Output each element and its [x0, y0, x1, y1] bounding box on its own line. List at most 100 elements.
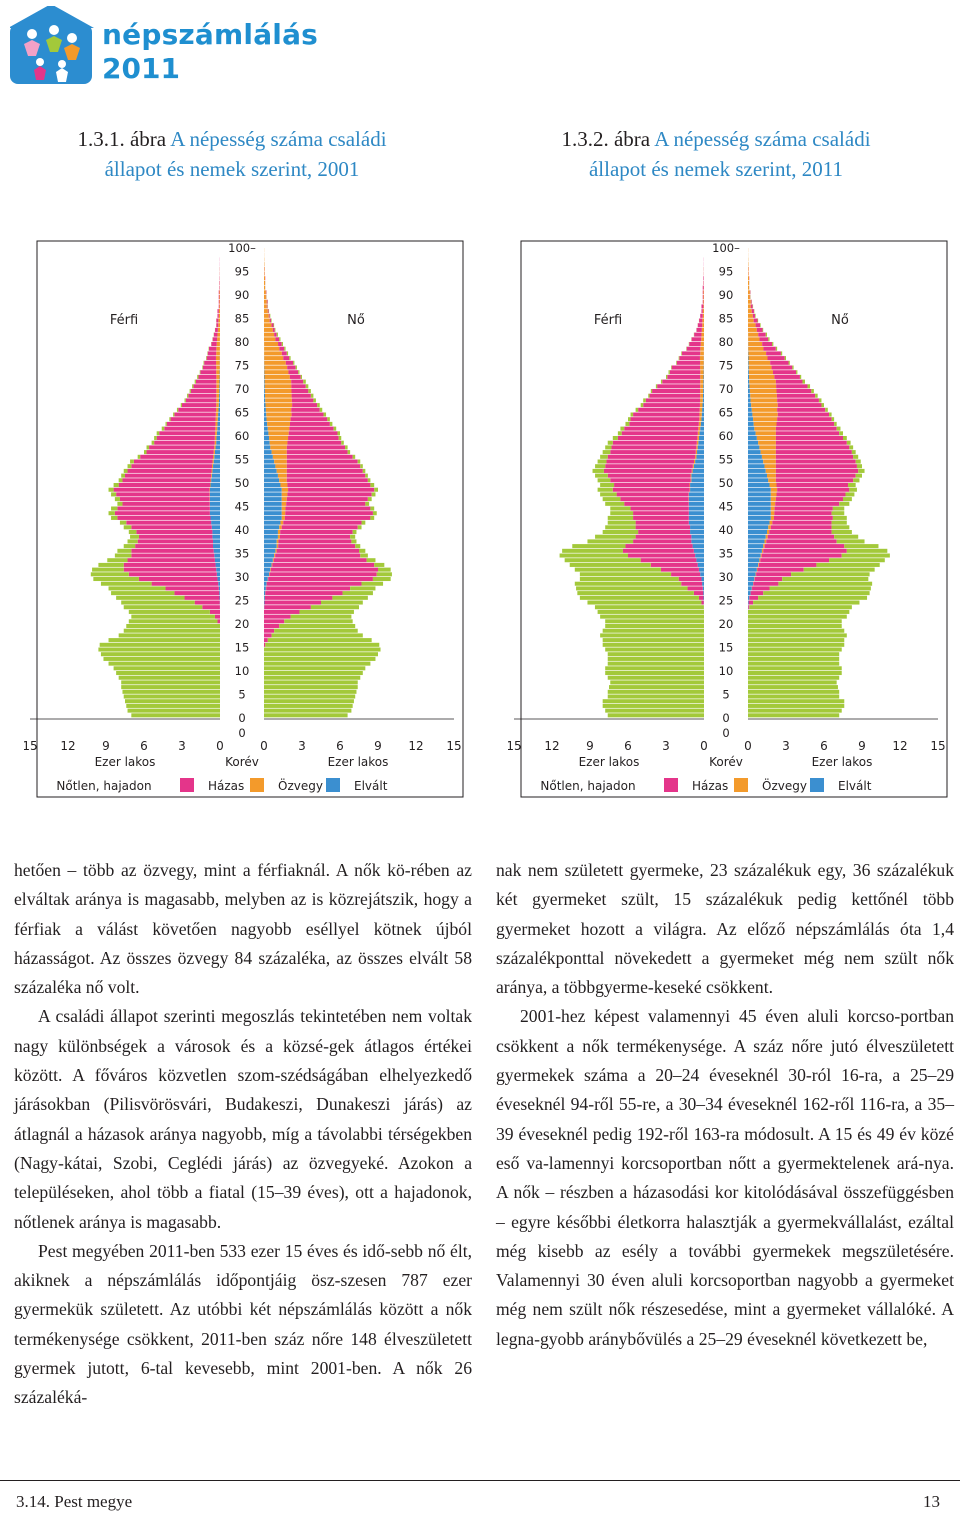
- female-bar-age-48-married: [777, 487, 850, 492]
- male-bar-age-60-widowed: [697, 431, 700, 436]
- male-bar-age-30-single: [579, 572, 672, 577]
- female-bar-age-48-single: [374, 487, 378, 492]
- female-bar-age-41-married: [772, 520, 832, 525]
- male-bar-age-64-married: [174, 412, 216, 417]
- female-bar-age-56-divorced: [748, 450, 761, 455]
- female-bar-age-23-single: [749, 605, 852, 610]
- male-bar-age-49-divorced: [210, 483, 220, 488]
- male-bar-age-49-married: [614, 483, 690, 488]
- female-bar-age-73-single: [796, 370, 798, 375]
- male-bar-age-30-single: [90, 572, 129, 577]
- female-bar-age-75-married: [285, 360, 294, 365]
- female-bar-age-29-divorced: [748, 577, 755, 582]
- male-bar-age-51-divorced: [211, 473, 220, 478]
- female-bar-age-39-widowed: [277, 530, 281, 535]
- pyramid-svg-2001: 100–959085807570656055504540353025201510…: [22, 240, 464, 798]
- female-bar-age-43-widowed: [770, 511, 775, 516]
- female-bar-age-32-divorced: [264, 562, 272, 567]
- male-bar-age-60-widowed: [215, 431, 217, 436]
- male-bar-age-45-divorced: [688, 501, 704, 506]
- male-bar-age-72-married: [198, 374, 217, 379]
- x-tick-label: 0: [260, 739, 268, 753]
- female-bar-age-71-married: [775, 379, 803, 384]
- male-bar-age-47-divorced: [209, 492, 220, 497]
- male-bar-age-32-single: [569, 562, 651, 567]
- female-bar-age-20-single: [284, 619, 353, 624]
- female-bar-age-57-widowed: [270, 445, 287, 450]
- female-bar-age-65-divorced: [748, 407, 752, 412]
- legend-swatch: [250, 778, 264, 792]
- female-bar-age-89-widowed: [748, 295, 750, 300]
- female-bar-age-40-married: [281, 525, 358, 530]
- female-bar-age-62-widowed: [267, 421, 290, 426]
- male-bar-age-75-married: [676, 360, 701, 365]
- male-bar-age-15-single: [602, 642, 704, 647]
- female-bar-age-24-single: [753, 600, 860, 605]
- female-bar-age-57-divorced: [748, 445, 760, 450]
- female-bar-age-92-widowed: [748, 280, 750, 285]
- male-bar-age-73-married: [669, 370, 701, 375]
- female-bar-age-78-widowed: [264, 346, 280, 351]
- female-bar-age-50-divorced: [748, 478, 769, 483]
- female-bar-age-58-married: [287, 440, 342, 445]
- female-bar-age-65-widowed: [751, 407, 778, 412]
- age-tick-label: 35: [235, 547, 250, 561]
- male-bar-age-33-married: [640, 558, 697, 563]
- male-bar-age-63-divorced: [217, 417, 220, 422]
- female-bar-age-66-single: [821, 403, 824, 408]
- female-bar-age-67-married: [291, 398, 314, 403]
- female-bar-age-54-married: [286, 459, 358, 464]
- male-bar-age-65-divorced: [218, 407, 220, 412]
- female-bar-age-84-married: [269, 318, 271, 323]
- female-bar-age-80-widowed: [748, 337, 760, 342]
- female-bar-age-64-widowed: [752, 412, 778, 417]
- x-tick-label: 6: [140, 739, 148, 753]
- female-bar-age-38-divorced: [264, 534, 278, 539]
- female-bar-age-7-single: [748, 680, 837, 685]
- male-bar-age-78-married: [686, 346, 701, 351]
- x-tick-label: 0: [744, 739, 752, 753]
- male-bar-age-70-divorced: [703, 384, 704, 389]
- x-tick-label: 3: [662, 739, 670, 753]
- female-bar-age-56-single: [347, 450, 351, 455]
- female-bar-age-85-single: [754, 313, 756, 318]
- male-bar-age-85-widowed: [702, 313, 704, 318]
- male-bar-age-26-divorced: [703, 591, 704, 596]
- female-bar-age-63-widowed: [753, 417, 778, 422]
- male-bar-age-17-single: [600, 633, 704, 638]
- age-tick-label: 40: [719, 523, 734, 537]
- male-bar-age-13-single: [607, 652, 704, 657]
- male-bar-age-45-married: [122, 501, 210, 506]
- paragraph: hetően – több az özvegy, mint a férfiakn…: [14, 860, 472, 998]
- female-bar-age-73-widowed: [264, 370, 289, 375]
- female-bar-age-48-divorced: [264, 487, 282, 492]
- male-bar-age-55-single: [600, 454, 608, 459]
- female-bar-age-40-widowed: [279, 525, 282, 530]
- female-bar-age-52-divorced: [264, 468, 277, 473]
- female-bar-age-62-single: [834, 421, 837, 426]
- female-bar-age-41-single: [831, 520, 847, 525]
- male-bar-age-63-married: [170, 417, 216, 422]
- male-bar-age-69-married: [190, 389, 217, 394]
- male-bar-age-67-single: [643, 398, 646, 403]
- female-bar-age-81-married: [758, 332, 766, 337]
- female-bar-age-87-widowed: [748, 304, 751, 309]
- male-bar-age-29-married: [678, 577, 702, 582]
- male-bar-age-68-married: [649, 393, 701, 398]
- female-bar-age-77-single: [780, 351, 783, 356]
- female-bar-age-49-widowed: [769, 483, 777, 488]
- male-bar-age-85-married: [217, 313, 219, 318]
- male-bar-age-52-divorced: [212, 468, 220, 473]
- male-bar-age-76-widowed: [699, 356, 704, 361]
- male-bar-age-33-single: [564, 558, 641, 563]
- age-tick-label: 25: [719, 594, 734, 608]
- male-bar-age-53-married: [131, 464, 213, 469]
- pyramid-chart-2011: 100– 95 90 85 80 75 70 65 60 55 50 45 40 35 30 25 20 15 10…: [506, 240, 948, 798]
- age-tick-label: 0: [238, 711, 245, 725]
- male-bar-age-78-married: [208, 346, 217, 351]
- female-bar-age-7-single: [264, 680, 358, 685]
- x-tick-label: 12: [408, 739, 423, 753]
- female-bar-age-41-single: [361, 520, 366, 525]
- female-bar-age-21-single: [748, 614, 847, 619]
- female-bar-age-45-divorced: [748, 501, 771, 506]
